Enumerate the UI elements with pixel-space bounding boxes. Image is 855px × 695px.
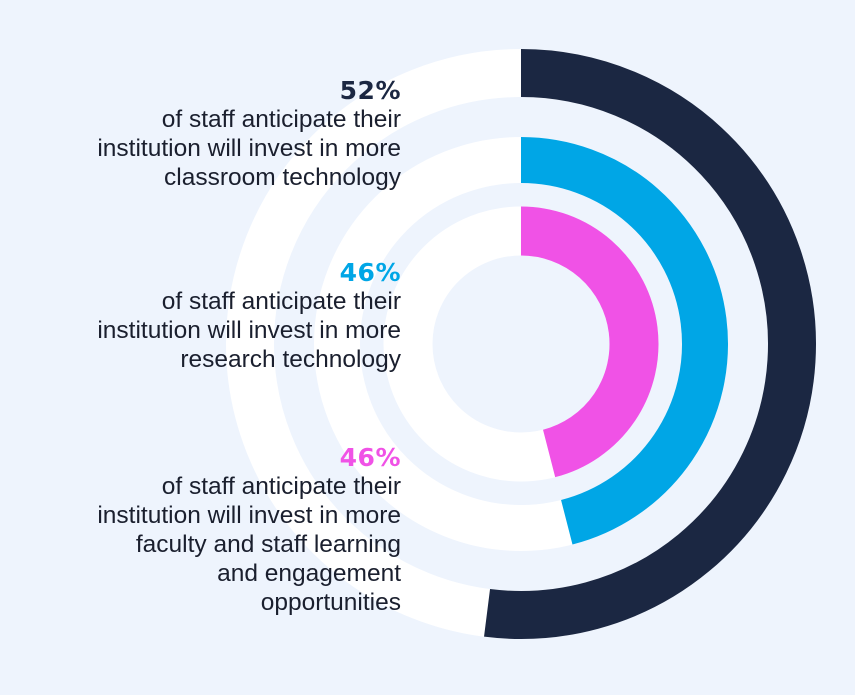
ring-value-arc-0 bbox=[484, 49, 816, 639]
value-label: 46% bbox=[339, 258, 401, 287]
series-label-research-technology: 46% of staff anticipate their institutio… bbox=[21, 258, 401, 374]
value-label: 46% bbox=[339, 443, 401, 472]
description-label: of staff anticipate their institution wi… bbox=[97, 473, 401, 616]
description-label: of staff anticipate their institution wi… bbox=[97, 106, 401, 191]
series-label-classroom-technology: 52% of staff anticipate their institutio… bbox=[21, 76, 401, 192]
value-label: 52% bbox=[339, 76, 401, 105]
ring-value-arc-1 bbox=[520, 137, 728, 545]
ring-value-arc-2 bbox=[520, 206, 659, 478]
description-label: of staff anticipate their institution wi… bbox=[97, 288, 401, 373]
series-label-faculty-staff-learning: 46% of staff anticipate their institutio… bbox=[21, 443, 401, 617]
